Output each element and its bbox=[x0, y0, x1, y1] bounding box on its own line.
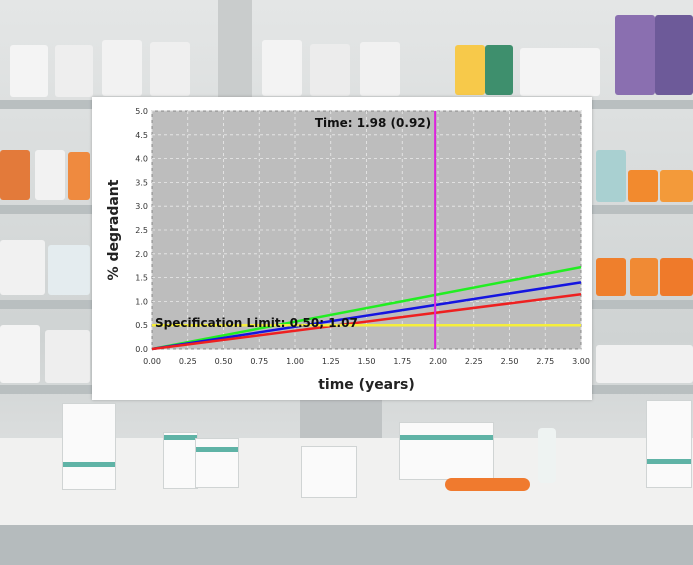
bottle bbox=[0, 150, 30, 200]
bottle bbox=[102, 40, 142, 96]
series-line-2 bbox=[151, 281, 582, 351]
store-pillar bbox=[218, 0, 252, 100]
x-tick-label: 1.00 bbox=[286, 357, 304, 366]
y-tick-label: 2.0 bbox=[135, 250, 148, 259]
box bbox=[596, 150, 626, 202]
bottle bbox=[150, 42, 190, 96]
specification-limit-annotation: Specification Limit: 0.50; 1.07 bbox=[155, 316, 358, 330]
bottle bbox=[0, 240, 45, 295]
x-tick-label: 3.00 bbox=[572, 357, 590, 366]
series-line-1 bbox=[151, 265, 582, 351]
plot-area bbox=[151, 110, 582, 350]
bottle bbox=[45, 330, 90, 383]
medicine-box bbox=[301, 446, 357, 498]
counter-edge bbox=[0, 525, 693, 565]
y-tick-label: 3.0 bbox=[135, 202, 148, 211]
x-axis-title: time (years) bbox=[318, 377, 415, 393]
bottle bbox=[68, 152, 90, 200]
y-tick-label: 0.5 bbox=[135, 321, 148, 330]
box bbox=[628, 170, 658, 202]
bottle bbox=[0, 325, 40, 383]
chart-card: 0.00 0.25 0.50 0.75 1.00 1.25 1.50 1.75 2.00 2.25… bbox=[92, 97, 592, 400]
box bbox=[660, 170, 693, 202]
medicine-box bbox=[399, 422, 494, 480]
x-tick-label: 1.25 bbox=[322, 357, 340, 366]
y-tick-label: 3.5 bbox=[135, 178, 148, 187]
x-tick-label: 0.00 bbox=[143, 357, 161, 366]
time-annotation: Time: 1.98 (0.92) bbox=[315, 116, 431, 130]
x-tick-label: 0.25 bbox=[179, 357, 197, 366]
box bbox=[485, 45, 513, 95]
x-tick-label: 0.50 bbox=[215, 357, 233, 366]
y-tick-label: 4.0 bbox=[135, 155, 148, 164]
bottle bbox=[310, 44, 350, 96]
y-tick-labels: 0.0 0.5 1.0 1.5 2.0 2.5 3.0 3.5 4.0 4.5 5.0 bbox=[135, 107, 148, 354]
medicine-box bbox=[163, 432, 198, 489]
medicine-box bbox=[195, 438, 239, 488]
degradation-chart: 0.00 0.25 0.50 0.75 1.00 1.25 1.50 1.75 2.00 2.25… bbox=[106, 107, 590, 393]
bottle bbox=[35, 150, 65, 200]
y-tick-label: 2.5 bbox=[135, 226, 148, 235]
series-line-3 bbox=[151, 293, 582, 351]
y-tick-label: 1.0 bbox=[135, 297, 148, 306]
bottle bbox=[48, 245, 90, 295]
medicine-box bbox=[646, 400, 692, 488]
box bbox=[655, 15, 693, 95]
x-tick-label: 1.75 bbox=[393, 357, 411, 366]
bottle bbox=[360, 42, 400, 96]
x-tick-label: 2.50 bbox=[501, 357, 519, 366]
box bbox=[455, 45, 485, 95]
dropper-bottle bbox=[538, 428, 556, 483]
medicine-box bbox=[62, 403, 116, 490]
bottle bbox=[10, 45, 48, 97]
bottle bbox=[55, 45, 93, 97]
x-tick-label: 2.25 bbox=[465, 357, 483, 366]
y-tick-label: 0.0 bbox=[135, 345, 148, 354]
x-tick-label: 0.75 bbox=[250, 357, 268, 366]
box bbox=[596, 258, 626, 296]
x-tick-label: 2.75 bbox=[536, 357, 554, 366]
y-axis-title: % degradant bbox=[106, 179, 122, 280]
box bbox=[596, 345, 693, 383]
x-tick-label: 1.50 bbox=[358, 357, 376, 366]
y-tick-label: 5.0 bbox=[135, 107, 148, 116]
box bbox=[520, 48, 600, 96]
syringe bbox=[445, 478, 530, 491]
series-lines bbox=[151, 265, 582, 351]
x-tick-labels: 0.00 0.25 0.50 0.75 1.00 1.25 1.50 1.75 2.00 2.25… bbox=[143, 357, 590, 366]
x-tick-label: 2.00 bbox=[429, 357, 447, 366]
y-tick-label: 4.5 bbox=[135, 131, 148, 140]
box bbox=[630, 258, 658, 296]
bottle bbox=[262, 40, 302, 96]
box bbox=[615, 15, 655, 95]
box bbox=[660, 258, 693, 296]
y-tick-label: 1.5 bbox=[135, 274, 148, 283]
